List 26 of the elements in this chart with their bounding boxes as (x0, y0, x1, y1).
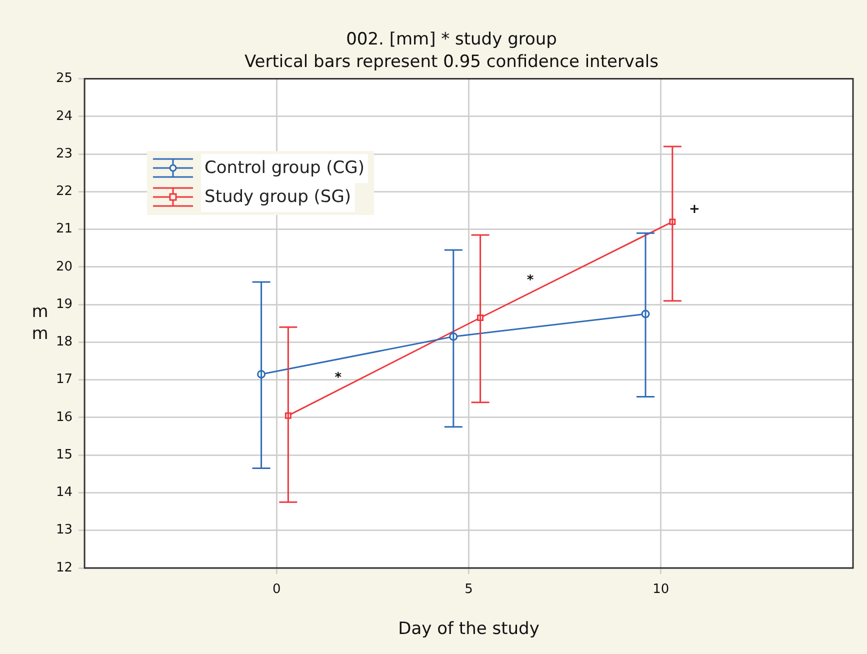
y-tick-label: 17 (56, 372, 73, 388)
annotation: * (526, 273, 534, 288)
annotation: + (688, 202, 700, 218)
legend-label: Study group (SG) (200, 182, 356, 212)
y-tick-label: 16 (56, 410, 73, 425)
y-tick-label: 19 (56, 296, 73, 312)
y-tick-label: 22 (56, 184, 73, 200)
y-tick-label: 18 (56, 334, 73, 350)
y-tick-label: 20 (56, 259, 73, 274)
y-tick-label: 12 (56, 560, 73, 576)
y-tick-label: 14 (56, 485, 73, 500)
x-tick-label: 10 (652, 582, 670, 598)
x-tick-label: 0 (272, 582, 281, 598)
y-tick-label: 13 (56, 522, 73, 538)
y-tick-label: 23 (56, 146, 73, 162)
y-tick-label: 21 (56, 222, 73, 237)
legend-label: Control group (CG) (200, 154, 368, 183)
y-axis-title: mm (32, 302, 48, 344)
x-tick-label: 5 (464, 582, 473, 598)
y-tick-label: 24 (56, 108, 73, 124)
y-tick-label: 25 (56, 71, 73, 86)
annotation: * (334, 370, 342, 386)
chart-title: 002. [mm] * study group (346, 30, 557, 50)
y-tick-label: 15 (56, 447, 73, 462)
chart-subtitle: Vertical bars represent 0.95 confidence intervals (244, 52, 659, 72)
x-axis-title: Day of the study (398, 619, 540, 640)
